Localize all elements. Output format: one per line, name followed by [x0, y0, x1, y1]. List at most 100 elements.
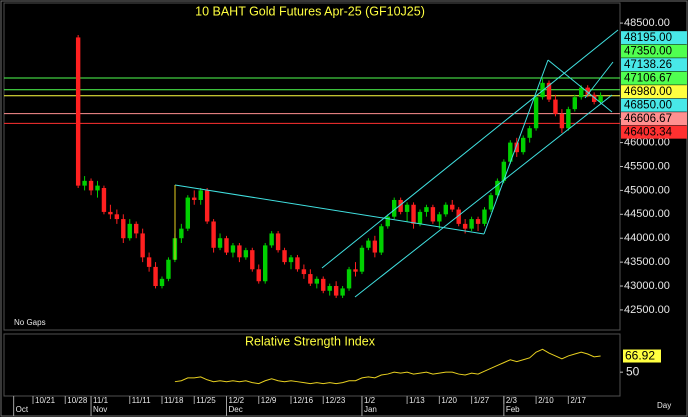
candle-body [411, 204, 416, 224]
candle-body [295, 257, 300, 270]
level-lines [4, 77, 620, 124]
candle-body [392, 199, 397, 217]
candle-body [540, 82, 545, 98]
x-tick-label: 1/13 [409, 396, 425, 405]
candle-body [514, 142, 519, 153]
candle-body [140, 233, 145, 258]
candle-body [185, 197, 190, 229]
month-label: Jan [364, 405, 377, 414]
candle-body [430, 207, 436, 222]
candle-body [591, 94, 597, 102]
y-tick-label: 42500.00 [624, 304, 670, 316]
candle-body [385, 216, 390, 227]
x-tick-label: 12/23 [325, 396, 346, 405]
candle-body [108, 211, 113, 215]
trend-line [321, 29, 619, 269]
candle-body [275, 233, 281, 251]
y-tick-label: 44000.00 [624, 232, 670, 244]
candle-body [301, 269, 307, 275]
candle-body [495, 180, 500, 196]
y-tick-label: 48500.00 [624, 17, 670, 29]
x-tick-label: 10/21 [35, 396, 56, 405]
y-tick-label: 44500.00 [624, 208, 670, 220]
month-label: Nov [93, 405, 107, 414]
candle-body [579, 87, 584, 98]
candle-body [501, 161, 507, 181]
x-tick-label: 12/2 [229, 396, 245, 405]
x-tick-label: 1/2 [364, 396, 376, 405]
candle-body [121, 219, 126, 239]
candle-body [217, 238, 223, 248]
candle-body [269, 233, 274, 246]
candle-body [456, 209, 461, 224]
level-box [621, 112, 687, 126]
level-label: 46980.00 [624, 86, 672, 98]
rsi-value-box [623, 349, 661, 363]
candle-body [282, 250, 287, 263]
y-tick-label: 43500.00 [624, 256, 670, 268]
candle-body [230, 245, 236, 253]
candle-body [327, 286, 332, 291]
level-label: 46850.00 [624, 100, 672, 112]
y-tick-label: 45500.00 [624, 160, 670, 172]
period-label: Day [657, 401, 671, 410]
chart-title: 10 BAHT Gold Futures Apr-25 (GF10J25) [195, 4, 425, 18]
level-label: 47350.00 [624, 46, 672, 58]
candle-body [424, 207, 429, 212]
candle-body [321, 278, 326, 291]
candle-body [127, 223, 132, 239]
rsi-line [174, 348, 601, 385]
candle-body [153, 266, 158, 287]
candle-body [134, 223, 139, 234]
trend-line [547, 59, 613, 113]
level-label: 47138.26 [624, 59, 672, 71]
candle-body [166, 259, 171, 279]
candle-body [553, 99, 558, 114]
level-box [621, 71, 687, 85]
candle-body [533, 97, 539, 129]
candle-body [469, 219, 474, 229]
month-label: Oct [16, 405, 29, 414]
trend-lines [174, 29, 619, 298]
x-tick-label: 11/1 [93, 396, 109, 405]
level-box [621, 85, 687, 99]
candle-body [250, 250, 255, 270]
candle-body [101, 188, 107, 212]
y-tick-label: 46000.00 [624, 137, 670, 149]
x-tick-label: 11/11 [132, 396, 151, 405]
candle-body [204, 190, 210, 222]
candle-body [559, 113, 565, 129]
candle-body [243, 250, 249, 258]
x-tick-label: 12/9 [261, 396, 277, 405]
candle-body [333, 286, 339, 296]
candle-body [237, 245, 242, 258]
level-label: 46403.34 [624, 127, 673, 139]
candle-body [75, 37, 81, 186]
candle-body [159, 278, 165, 287]
level-box [621, 44, 687, 58]
level-label: 47106.67 [624, 73, 672, 85]
level-box [621, 31, 687, 45]
trend-line [483, 59, 549, 235]
candle-body [379, 226, 384, 253]
candle-body [443, 204, 448, 215]
x-tick-label: 1/27 [474, 396, 490, 405]
candle-body [146, 257, 152, 267]
candle-body [566, 109, 571, 129]
candle-body [404, 204, 410, 212]
candle-body [359, 247, 365, 272]
level-box [621, 58, 687, 72]
candle-body [95, 185, 100, 191]
x-tick-label: 10/28 [67, 396, 88, 405]
candle-body [450, 204, 455, 210]
candle-body [256, 269, 261, 282]
candle-body [488, 195, 494, 210]
candle-body [346, 269, 352, 289]
candle-body [314, 278, 319, 284]
candle-body [508, 142, 513, 162]
rsi-tick-label: 50 [626, 364, 640, 378]
candle-body [482, 209, 487, 224]
trend-line [174, 184, 485, 235]
